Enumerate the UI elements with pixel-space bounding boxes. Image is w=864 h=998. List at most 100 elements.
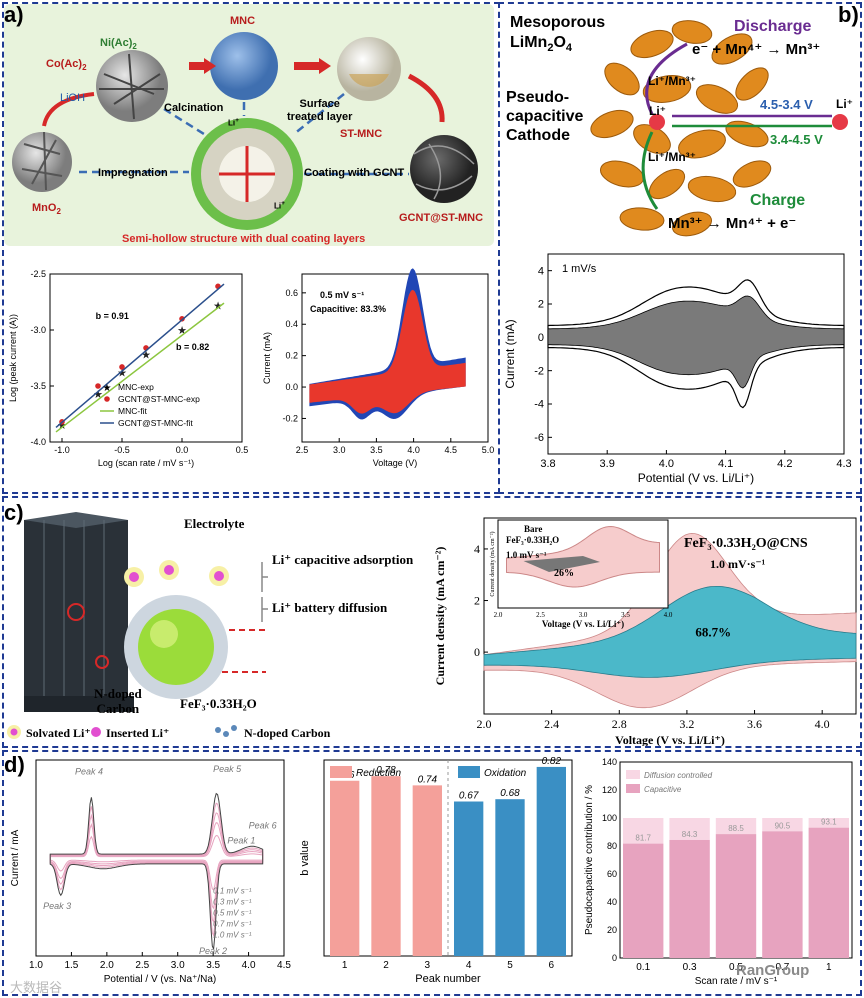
label-calcination: Calcination <box>164 102 224 114</box>
peak-label: Peak 4 <box>75 767 103 777</box>
peak-label: Peak 1 <box>227 835 255 845</box>
bar-5 <box>495 799 525 956</box>
legend-label: 0.5 mV s⁻¹ <box>213 908 252 917</box>
plot-frame <box>301 273 489 443</box>
legend-swatch-diffusion <box>626 770 640 779</box>
y-tick-label: -0.2 <box>282 413 298 423</box>
x-tick-label: 3.5 <box>370 445 383 455</box>
arrow-lioh <box>42 92 95 127</box>
chart-subtitle: 1.0 mV·s⁻¹ <box>710 557 766 571</box>
y-tick-label: 4 <box>538 265 544 277</box>
gcnt-sphere <box>410 135 478 203</box>
plot-frame <box>547 253 845 455</box>
x-axis-label: Voltage (V) <box>373 458 418 468</box>
x-tick-label: 4.0 <box>242 960 256 971</box>
y-tick-label: -3.5 <box>30 381 46 391</box>
cv-capacitive-area <box>309 289 466 414</box>
bar-value-label: 0.67 <box>459 791 479 802</box>
peak-label: Peak 6 <box>249 821 277 831</box>
watermark-left: 大数据谷 <box>10 980 63 995</box>
b-range-d: 4.5-3.4 V <box>760 97 813 112</box>
legend-label: Capacitive <box>644 785 682 794</box>
bar-value-label: 0.74 <box>418 774 438 785</box>
x-tick-label: 3.5 <box>206 960 220 971</box>
b-limn-top: Li⁺/Mn³⁺ <box>648 74 696 88</box>
panel-b-chart: 3.8 3.9 4.0 4.1 4.2 4.3 -6 -4 -2 0 2 4 Potential (V … <box>503 253 852 485</box>
legend-swatch: ★ <box>103 383 112 394</box>
x-axis-label: Scan rate / mV s⁻¹ <box>695 976 778 987</box>
x-tick-label: 2.4 <box>544 717 559 731</box>
x-axis-label: Potential (V vs. Li/Li⁺) <box>638 471 754 485</box>
data-point-MNC-exp: ★ <box>117 368 127 380</box>
x-tick-label: 0.3 <box>683 962 697 973</box>
y-tick-label: 0 <box>538 332 544 344</box>
inset-x-tick-label: 4.0 <box>664 611 673 619</box>
b-title1: Mesoporous <box>510 14 606 31</box>
b-title2: LiMn2O4 <box>510 34 573 55</box>
label-gcnt: GCNT@ST-MNC <box>399 212 484 224</box>
bar-4 <box>454 801 484 956</box>
st-mnc-sphere <box>337 37 401 101</box>
x-tick-label: 2.0 <box>477 717 492 731</box>
panel-label-a: a) <box>4 2 24 27</box>
peak-label: Peak 2 <box>199 946 227 956</box>
y-tick-label: 40 <box>607 897 617 907</box>
x-tick-label: 3.9 <box>600 458 615 470</box>
dash-links <box>79 93 409 176</box>
y-axis-label: b value <box>299 840 311 875</box>
arrow-3 <box>407 73 445 123</box>
b-li-right: Li⁺ <box>836 97 853 111</box>
x-tick-label: 4.0 <box>407 445 420 455</box>
inset-title-2: FeF₃·0.33H₂O <box>506 535 559 545</box>
y-axis-label: Current (mA) <box>262 332 272 384</box>
x-tick-label: 3.0 <box>333 445 346 455</box>
y-axis-label: Current / mA <box>10 829 21 886</box>
panel-a-charts: -1.0 -0.5 0.0 0.5 -4.0 -3.5 -3.0 -2.5 Log (scan … <box>8 268 494 468</box>
legend-swatch-capacitive <box>626 784 640 793</box>
x-tick-label: 4.0 <box>659 458 674 470</box>
bar-diffusion-1 <box>808 818 849 828</box>
y-tick-label: -2 <box>534 365 544 377</box>
legend-label: 0.1 mV s⁻¹ <box>213 886 252 895</box>
chart-title: FeF₃·0.33H₂O@CNS <box>684 536 808 551</box>
x-tick-label: 5 <box>507 960 513 971</box>
c-ndoped-1: N-doped <box>94 686 142 701</box>
inset-x-tick-label: 3.5 <box>621 611 630 619</box>
y-tick-label: -6 <box>534 432 544 444</box>
x-tick-label: 2.5 <box>135 960 149 971</box>
x-tick-label: 1.5 <box>64 960 78 971</box>
bar-1 <box>330 780 360 956</box>
x-tick-label: 3.6 <box>747 717 762 731</box>
y-axis-label: Current density (mA cm⁻²) <box>433 547 447 686</box>
annotation-b1: b = 0.91 <box>96 311 129 321</box>
legend-label: 0.3 mV s⁻¹ <box>213 897 252 906</box>
bar-value-label: 0.82 <box>542 756 562 767</box>
y-tick-label: 2 <box>474 594 480 608</box>
panel-d-right-chart: 0 20 40 60 80 100 120 140 81.7 0.1 84.3 0.3 88.5 0.5 9… <box>584 757 853 987</box>
x-tick-label: 2.8 <box>612 717 627 731</box>
y-tick-label: 4 <box>474 542 480 556</box>
x-tick-label: 4.2 <box>777 458 792 470</box>
c-ndoped-2: Carbon <box>96 701 140 716</box>
bar-capacitive-0.7 <box>762 831 803 958</box>
label-st-mnc: ST-MNC <box>340 128 383 140</box>
label-lioh: LiOH <box>60 92 86 104</box>
y-tick-label: 2 <box>538 299 544 311</box>
x-tick-label: 5.0 <box>482 445 494 455</box>
legend-label: MNC-fit <box>118 406 147 416</box>
y-tick-label: 0.0 <box>285 382 298 392</box>
x-tick-label: 1 <box>826 962 832 973</box>
x-tick-label: -1.0 <box>54 445 70 455</box>
y-tick-label: 0.2 <box>285 351 298 361</box>
x-tick-label: -0.5 <box>114 445 130 455</box>
x-tick-label: 4.3 <box>836 458 851 470</box>
c-electrolyte: Electrolyte <box>184 516 245 531</box>
chart-title: 0.5 mV s⁻¹ <box>320 290 364 300</box>
inset-title-1: Bare <box>524 524 542 534</box>
bar-3 <box>412 785 442 956</box>
fef3-sphere <box>124 595 228 699</box>
legend-label: Oxidation <box>484 768 527 779</box>
c-legend-solvated: Solvated Li⁺ <box>26 726 91 740</box>
x-tick-label: 2 <box>383 960 389 971</box>
c-capacitive: Li⁺ capacitive adsorption <box>272 552 414 567</box>
